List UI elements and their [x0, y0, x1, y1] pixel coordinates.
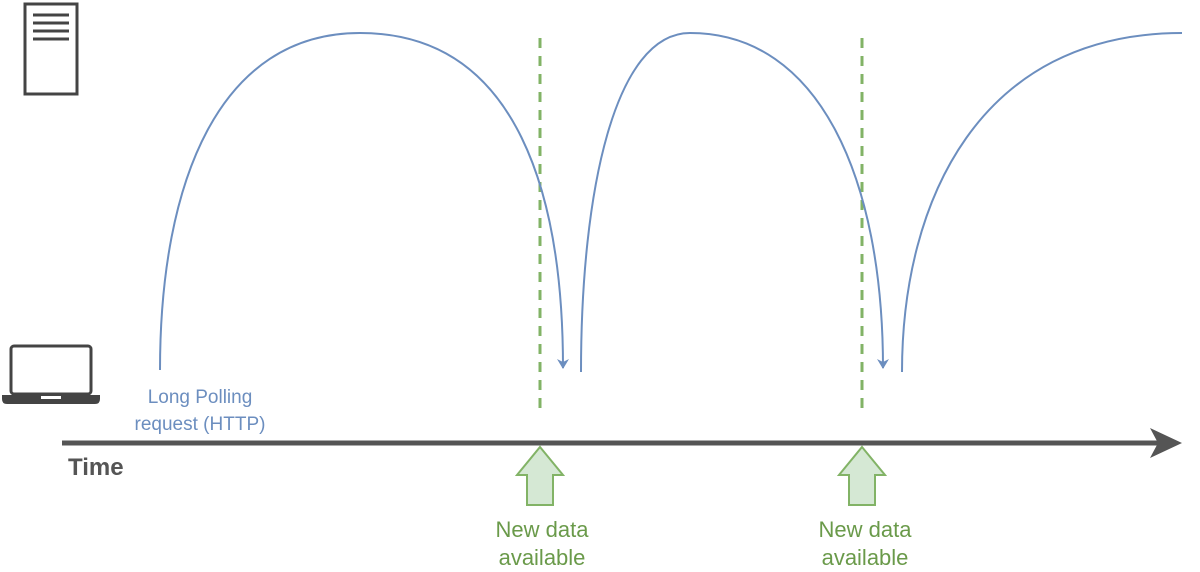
polling-request-arc — [901, 32, 1183, 373]
event-label-line2: available — [822, 545, 909, 570]
event-label-line2: available — [499, 545, 586, 570]
event-label-line1: New data — [819, 517, 913, 542]
new-data-arrow — [836, 445, 888, 506]
new-data-arrow — [514, 445, 566, 506]
request-label-line1: Long Polling — [148, 387, 253, 408]
request-label-line2: request (HTTP) — [135, 414, 266, 435]
event-label-line1: New data — [496, 517, 590, 542]
polling-request-arc — [159, 31, 569, 371]
server-icon — [23, 2, 79, 96]
timeline-arrowhead — [1150, 428, 1182, 458]
polling-request-arc — [580, 31, 889, 373]
timeline-label: Time — [68, 454, 124, 481]
laptop-icon — [2, 344, 100, 404]
